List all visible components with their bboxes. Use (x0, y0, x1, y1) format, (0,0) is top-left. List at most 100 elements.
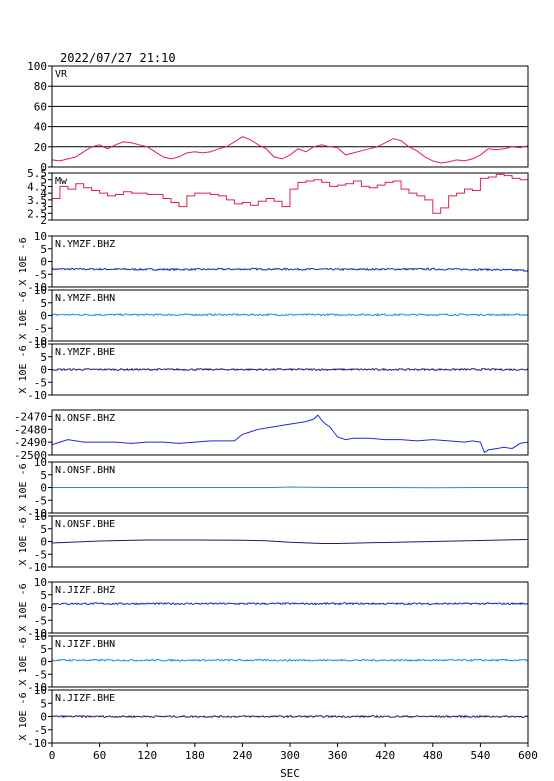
y-tick-label: 3.5 (27, 194, 47, 207)
y-tick-label: 5 (40, 589, 47, 602)
panel-label: N.JIZF.BHE (55, 693, 115, 704)
y-tick-label: 2.5 (27, 207, 47, 220)
x-tick-label: 600 (518, 749, 538, 762)
series-line (52, 173, 528, 214)
x-tick-label: 180 (185, 749, 205, 762)
panel-label: N.ONSF.BHZ (55, 413, 115, 424)
y-axis-label: X 10E -6 (18, 291, 29, 339)
panel-label: N.YMZF.BHZ (55, 239, 115, 250)
y-axis-label: X 10E -6 (18, 583, 29, 631)
panel-label: N.JIZF.BHN (55, 639, 115, 650)
y-tick-label: 10 (34, 230, 47, 243)
y-tick-label: 0 (40, 536, 47, 549)
series-line (51, 658, 528, 663)
y-tick-label: 3 (40, 201, 47, 214)
y-tick-label: -5 (34, 494, 47, 507)
panel-frame (51, 635, 529, 688)
y-tick-label: 0 (40, 161, 47, 174)
series-line (51, 312, 529, 317)
y-tick-label: 0 (40, 656, 47, 669)
y-tick-label: -10 (27, 335, 47, 348)
y-tick-label: -10 (27, 281, 47, 294)
y-tick-label: 40 (34, 121, 47, 134)
y-tick-label: 100 (27, 60, 47, 73)
x-tick-label: 240 (232, 749, 252, 762)
panel-label: N.YMZF.BHE (55, 347, 115, 358)
y-tick-label: -2470 (14, 410, 47, 423)
series-line (51, 136, 529, 164)
y-tick-label: 10 (34, 510, 47, 523)
y-tick-label: 2 (40, 214, 47, 227)
y-tick-label: 10 (34, 684, 47, 697)
y-tick-label: 5 (40, 469, 47, 482)
panel-label: Mw (55, 176, 68, 187)
y-tick-label: 10 (34, 456, 47, 469)
y-tick-label: -5 (34, 322, 47, 335)
y-tick-label: 5.5 (27, 167, 47, 180)
series-line (51, 367, 529, 372)
series-line (52, 486, 528, 489)
y-tick-label: 0 (40, 256, 47, 269)
y-tick-label: -5 (34, 268, 47, 281)
panel-frame (51, 581, 529, 634)
y-tick-label: 5 (40, 351, 47, 364)
y-tick-label: 0 (40, 364, 47, 377)
panel-frame (51, 409, 529, 456)
y-tick-label: -5 (34, 376, 47, 389)
series-line (51, 267, 529, 272)
panel-label: N.YMZF.BHN (55, 293, 115, 304)
series-line (51, 414, 529, 454)
y-tick-label: 0 (40, 482, 47, 495)
x-axis-label: SEC (280, 767, 300, 780)
y-tick-label: -10 (27, 627, 47, 640)
y-tick-label: 10 (34, 630, 47, 643)
y-tick-label: 20 (34, 141, 47, 154)
y-axis-label: X 10E -6 (18, 692, 29, 740)
y-tick-label: -2490 (14, 436, 47, 449)
x-tick-label: 60 (93, 749, 106, 762)
panel-frame (51, 65, 529, 168)
y-tick-label: 0 (40, 602, 47, 615)
y-tick-label: -10 (27, 507, 47, 520)
y-axis-label: X 10E -6 (18, 517, 29, 565)
y-tick-label: -2500 (14, 449, 47, 462)
y-tick-label: -5 (34, 724, 47, 737)
y-tick-label: 5 (40, 297, 47, 310)
x-tick-label: 300 (280, 749, 300, 762)
y-tick-label: -10 (27, 389, 47, 402)
y-tick-label: 5 (40, 523, 47, 536)
panel-frame (51, 235, 529, 288)
y-axis-label: X 10E -6 (18, 237, 29, 285)
y-tick-label: -5 (34, 548, 47, 561)
y-axis-label: X 10E -6 (18, 345, 29, 393)
y-tick-label: 0 (40, 310, 47, 323)
series-line (51, 601, 529, 606)
y-axis-label: X 10E -6 (18, 463, 29, 511)
x-tick-label: 120 (137, 749, 157, 762)
y-tick-label: -5 (34, 668, 47, 681)
y-tick-label: 4.5 (27, 180, 47, 193)
y-tick-label: -5 (34, 614, 47, 627)
y-tick-label: 5 (40, 174, 47, 187)
panel-label: N.JIZF.BHZ (55, 585, 115, 596)
panel-label: N.ONSF.BHN (55, 465, 115, 476)
y-tick-label: 10 (34, 576, 47, 589)
figure-title: 2022/07/27 21:10 (60, 51, 176, 65)
y-tick-label: 0 (40, 711, 47, 724)
panel-frame (51, 461, 529, 514)
panel-n-onsf-bhz: -2500-2490-2480-2470 N.ONSF.BHZ (14, 409, 529, 462)
y-tick-label: -10 (27, 681, 47, 694)
series-line (51, 714, 529, 719)
x-tick-label: 360 (328, 749, 348, 762)
panel-label: N.ONSF.BHE (55, 519, 115, 530)
y-tick-label: 60 (34, 100, 47, 113)
y-tick-label: 5 (40, 643, 47, 656)
y-tick-label: -10 (27, 561, 47, 574)
x-tick-label: 0 (49, 749, 56, 762)
y-tick-label: 5 (40, 243, 47, 256)
